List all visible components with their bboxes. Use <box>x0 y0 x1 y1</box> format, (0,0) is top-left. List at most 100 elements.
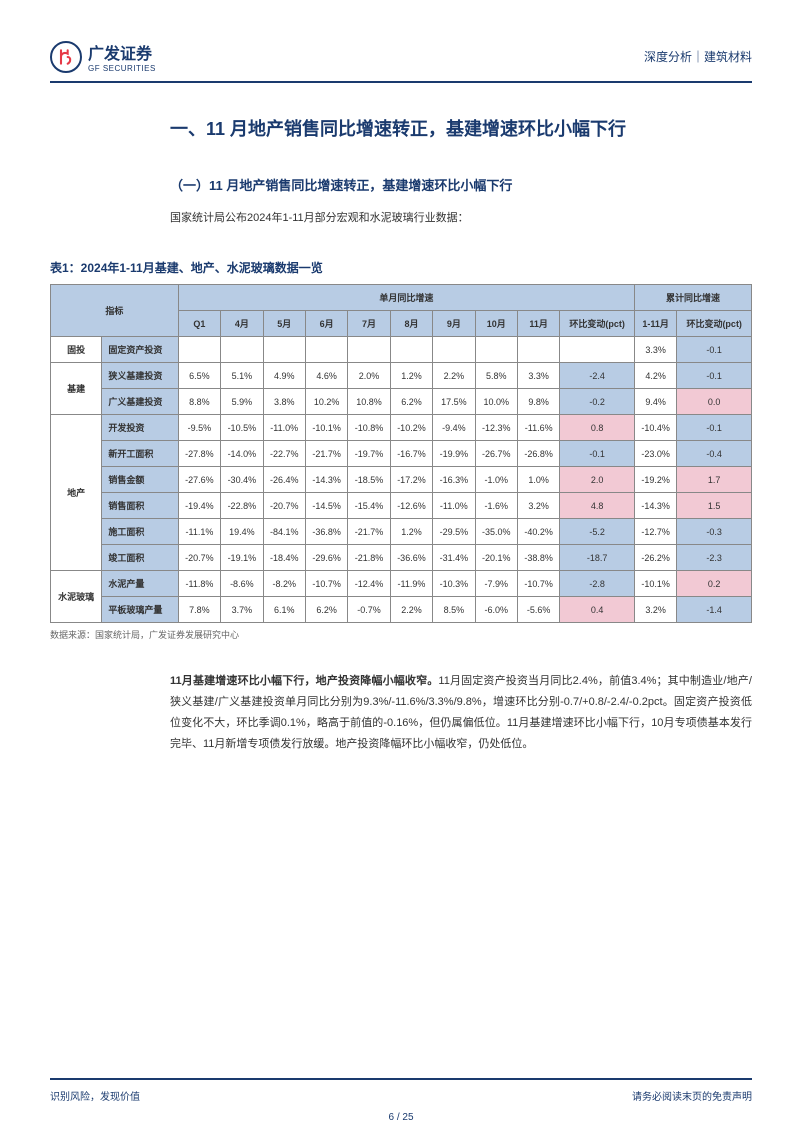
table-col-header: 11月 <box>517 311 559 337</box>
table-col-header: 8月 <box>390 311 432 337</box>
table-cell <box>560 337 635 363</box>
table-cell: 8.8% <box>178 389 220 415</box>
table-cell: 9.4% <box>634 389 676 415</box>
table-cell: -18.4% <box>263 545 305 571</box>
table-cell: -27.6% <box>178 467 220 493</box>
table-cell: -11.6% <box>517 415 559 441</box>
table-cell: -31.4% <box>433 545 475 571</box>
table-cell: -26.2% <box>634 545 676 571</box>
table-cell: -2.3 <box>677 545 752 571</box>
table-caption: 表1：2024年1-11月基建、地产、水泥玻璃数据一览 <box>50 259 752 276</box>
table-cell: -36.8% <box>305 519 347 545</box>
table-cell: -14.3% <box>634 493 676 519</box>
table-group-cell: 地产 <box>51 415 102 571</box>
table-cell: -15.4% <box>348 493 390 519</box>
table-cell: -26.7% <box>475 441 517 467</box>
table-cell: -12.6% <box>390 493 432 519</box>
table-col-header: 1-11月 <box>634 311 676 337</box>
table-row-label: 广义基建投资 <box>102 389 178 415</box>
table-cell: -10.2% <box>390 415 432 441</box>
table-cell: 1.7 <box>677 467 752 493</box>
table-cell: -10.7% <box>517 571 559 597</box>
footer-left: 识别风险，发现价值 <box>50 1088 140 1103</box>
table-cell: -21.7% <box>348 519 390 545</box>
table-col-header: 9月 <box>433 311 475 337</box>
table-cell: -21.8% <box>348 545 390 571</box>
table-group-cell: 固投 <box>51 337 102 363</box>
table-row-label: 销售金额 <box>102 467 178 493</box>
table-cell: -0.1 <box>677 337 752 363</box>
table-cell: -14.5% <box>305 493 347 519</box>
table-cell: 10.2% <box>305 389 347 415</box>
table-cell: -11.9% <box>390 571 432 597</box>
table-cell: -19.1% <box>221 545 263 571</box>
table-cell: -0.4 <box>677 441 752 467</box>
table-cell: 2.2% <box>433 363 475 389</box>
table-cell: 4.6% <box>305 363 347 389</box>
table-cell: -12.3% <box>475 415 517 441</box>
table-cell: -26.8% <box>517 441 559 467</box>
table-cell: -9.4% <box>433 415 475 441</box>
table-col-header: 7月 <box>348 311 390 337</box>
table-cell <box>221 337 263 363</box>
table-cell: -8.2% <box>263 571 305 597</box>
table-cell: 0.8 <box>560 415 635 441</box>
table-cell: 2.0% <box>348 363 390 389</box>
table-cell: 9.8% <box>517 389 559 415</box>
table-cell: -27.8% <box>178 441 220 467</box>
logo-text-en: GF SECURITIES <box>88 64 156 73</box>
table-cell: -0.1 <box>560 441 635 467</box>
table-row-label: 平板玻璃产量 <box>102 597 178 623</box>
table-col-header: Q1 <box>178 311 220 337</box>
table-cell: -6.0% <box>475 597 517 623</box>
table-cell: 3.8% <box>263 389 305 415</box>
table-cell: 7.8% <box>178 597 220 623</box>
page-footer: 识别风险，发现价值 请务必阅读末页的免责声明 <box>50 1078 752 1103</box>
table-cell: -14.0% <box>221 441 263 467</box>
data-table: 指标单月同比增速累计同比增速Q14月5月6月7月8月9月10月11月环比变动(p… <box>50 284 752 623</box>
table-cell: -12.7% <box>634 519 676 545</box>
table-header-group1: 单月同比增速 <box>178 285 634 311</box>
table-cell: -20.1% <box>475 545 517 571</box>
table-cell: -38.8% <box>517 545 559 571</box>
footer-right: 请务必阅读末页的免责声明 <box>632 1088 752 1103</box>
table-cell: 0.4 <box>560 597 635 623</box>
table-cell: -1.0% <box>475 467 517 493</box>
table-cell: -0.7% <box>348 597 390 623</box>
table-cell: -10.1% <box>305 415 347 441</box>
logo-icon <box>50 41 82 73</box>
table-cell: 0.2 <box>677 571 752 597</box>
table-cell: 5.1% <box>221 363 263 389</box>
table-row-label: 施工面积 <box>102 519 178 545</box>
table-cell: -19.9% <box>433 441 475 467</box>
table-cell: -10.4% <box>634 415 676 441</box>
table-cell <box>263 337 305 363</box>
table-cell: -10.5% <box>221 415 263 441</box>
table-cell: -23.0% <box>634 441 676 467</box>
page-number: 6 / 25 <box>388 1112 413 1123</box>
table-cell: 6.2% <box>390 389 432 415</box>
table-cell: -20.7% <box>178 545 220 571</box>
table-row-label: 固定资产投资 <box>102 337 178 363</box>
table-cell: 3.2% <box>634 597 676 623</box>
table-cell: -2.8 <box>560 571 635 597</box>
table-cell: 1.0% <box>517 467 559 493</box>
table-cell: -22.7% <box>263 441 305 467</box>
table-cell: 19.4% <box>221 519 263 545</box>
table-row-label: 销售面积 <box>102 493 178 519</box>
table-header-group2: 累计同比增速 <box>634 285 751 311</box>
table-cell: 17.5% <box>433 389 475 415</box>
table-cell: -16.3% <box>433 467 475 493</box>
table-cell: -35.0% <box>475 519 517 545</box>
table-cell: 1.5 <box>677 493 752 519</box>
table-col-header: 10月 <box>475 311 517 337</box>
table-cell: 3.3% <box>634 337 676 363</box>
table-cell <box>305 337 347 363</box>
table-cell: -11.1% <box>178 519 220 545</box>
table-cell: -2.4 <box>560 363 635 389</box>
table-cell: -0.1 <box>677 415 752 441</box>
table-cell: 5.9% <box>221 389 263 415</box>
table-cell: 4.9% <box>263 363 305 389</box>
table-cell: 2.0 <box>560 467 635 493</box>
table-row-label: 水泥产量 <box>102 571 178 597</box>
